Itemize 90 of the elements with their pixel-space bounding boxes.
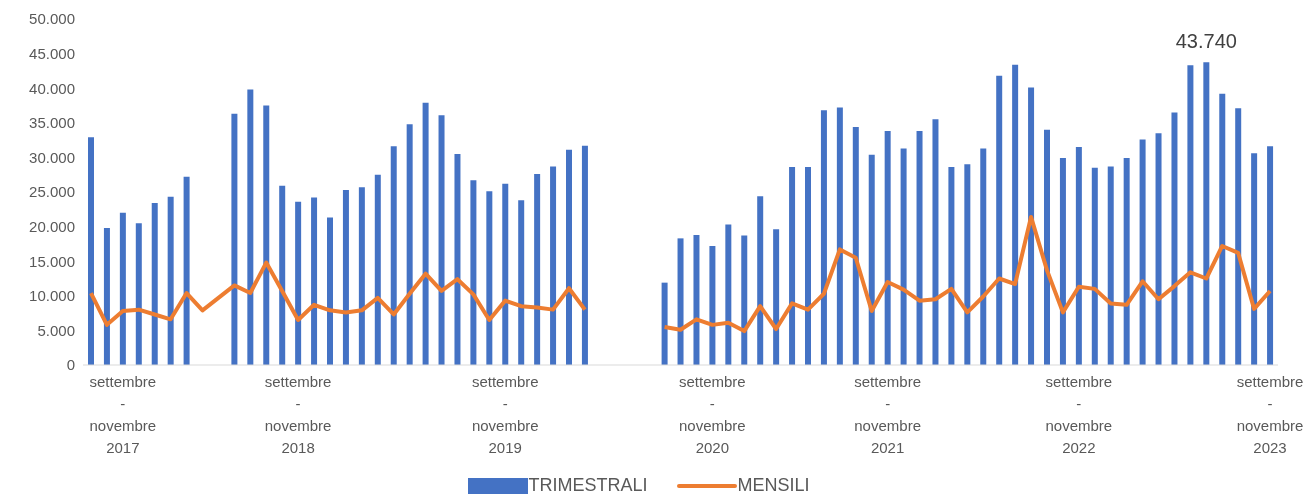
bar — [932, 119, 939, 365]
bar — [183, 176, 190, 365]
bar — [1044, 129, 1050, 365]
bar — [996, 75, 1003, 365]
bar — [263, 105, 270, 365]
bar — [135, 223, 142, 365]
bar — [454, 153, 461, 365]
x-tick-label: settembre - novembre 2018 — [264, 373, 332, 456]
y-tick-label: 10.000 — [29, 287, 75, 305]
y-tick-label: 15.000 — [29, 252, 75, 270]
bar — [103, 227, 110, 365]
y-tick-label: 45.000 — [29, 44, 75, 62]
bar — [1075, 147, 1082, 365]
bar — [327, 217, 333, 365]
bar — [868, 154, 875, 365]
bar — [789, 167, 796, 365]
bar — [836, 107, 843, 365]
bar — [550, 166, 557, 365]
bar — [980, 148, 987, 365]
bar — [964, 164, 971, 365]
bar — [1235, 108, 1242, 365]
bar — [470, 180, 477, 365]
x-tick-label: settembre - novembre 2022 — [1045, 373, 1113, 456]
data-label: 43.740 — [1175, 30, 1237, 53]
y-tick-label: 20.000 — [29, 217, 75, 235]
bar — [534, 174, 541, 365]
bar — [693, 234, 700, 365]
bar — [1091, 167, 1098, 365]
bar — [167, 196, 174, 365]
bar — [1028, 87, 1035, 365]
x-tick-label: settembre - novembre 2023 — [1236, 373, 1304, 456]
bar — [1059, 158, 1066, 365]
y-tick-label: 25.000 — [29, 183, 75, 201]
bar — [1012, 64, 1019, 365]
bar — [1251, 153, 1258, 365]
bar — [1139, 139, 1146, 365]
y-tick-label: 0 — [66, 356, 75, 374]
bar — [757, 196, 764, 365]
x-tick-label: settembre - novembre 2021 — [854, 373, 921, 456]
x-tick-label: settembre - novembre 2019 — [471, 373, 539, 456]
bar — [279, 185, 286, 365]
bar — [1203, 62, 1210, 365]
bar — [88, 137, 94, 365]
bar — [358, 187, 365, 365]
y-tick-label: 30.000 — [29, 148, 75, 166]
bar — [518, 200, 525, 365]
y-tick-label: 40.000 — [29, 79, 75, 97]
y-tick-label: 5.000 — [37, 321, 75, 339]
bar — [677, 238, 684, 365]
bar — [709, 245, 716, 365]
bar — [486, 191, 493, 365]
bar — [1171, 112, 1178, 365]
bar — [422, 102, 429, 365]
bar — [151, 203, 158, 365]
y-tick-label: 35.000 — [29, 114, 75, 132]
y-tick-label: 50.000 — [29, 10, 75, 28]
bar — [741, 235, 748, 365]
bar — [295, 201, 302, 365]
bar — [1187, 65, 1194, 365]
bar — [1267, 146, 1274, 365]
bar — [820, 110, 827, 365]
bar — [502, 183, 509, 365]
bar — [1219, 93, 1226, 365]
bar — [900, 148, 907, 365]
bar — [884, 131, 891, 365]
bar — [342, 189, 349, 365]
bar — [948, 167, 955, 365]
bar — [1155, 133, 1162, 365]
legend-label: MENSILI — [737, 475, 810, 496]
x-tick-label: settembre - novembre 2017 — [89, 373, 157, 456]
x-tick-label: settembre - novembre 2020 — [679, 373, 746, 456]
bar — [916, 131, 923, 365]
bar — [661, 282, 668, 365]
bar — [438, 115, 445, 365]
bar — [566, 149, 572, 365]
bar — [773, 229, 780, 365]
bar — [119, 212, 126, 365]
bar — [374, 174, 381, 365]
bar — [247, 89, 254, 365]
bar — [231, 113, 238, 365]
legend-label: TRIMESTRALI — [528, 475, 648, 496]
bar — [390, 146, 397, 365]
bar — [1123, 158, 1130, 365]
bar — [1107, 166, 1114, 365]
bar — [852, 126, 859, 365]
bar — [581, 145, 588, 365]
bar — [406, 124, 413, 365]
bar — [725, 224, 732, 365]
bar — [805, 167, 811, 365]
bar — [311, 197, 318, 365]
